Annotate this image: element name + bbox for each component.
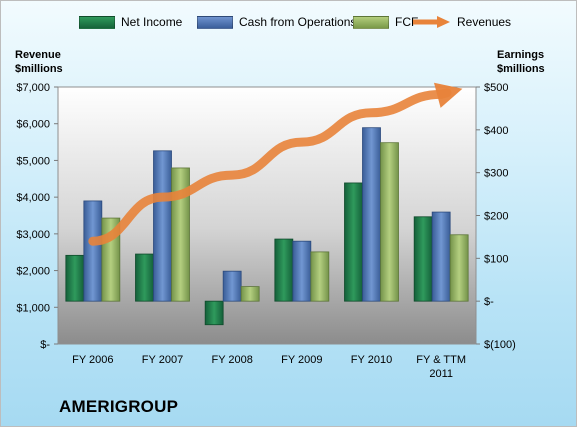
category-label: FY 2008 <box>211 354 252 366</box>
net-income-bar <box>344 182 363 302</box>
fcf-bar <box>449 234 469 302</box>
net-income-bar <box>413 216 433 302</box>
revenues-arrowhead <box>433 82 463 108</box>
fcf-bar <box>171 167 190 302</box>
category-label: FY 2006 <box>72 354 113 366</box>
right-axis-title-line-1: Earnings $millions <box>497 49 545 75</box>
chart-plot: $- $1,000 $2,000 $3,000 $4,000 $5,000 $6,000 $7… <box>16 82 516 380</box>
legend-swatch-fcf <box>353 15 389 29</box>
cash-from-operations-bar <box>362 127 381 302</box>
legend: Net Income Cash from Operations FCF Reve… <box>1 11 576 33</box>
fcf-bar <box>310 251 330 302</box>
legend-swatch-cash-from-operations <box>197 15 233 29</box>
cash-from-operations-bar <box>431 211 451 302</box>
net-income-bar <box>204 300 224 326</box>
right-axis-tick-label: $300 <box>484 168 508 180</box>
legend-label-cash-from-operations: Cash from Operations <box>239 15 357 29</box>
category-label: 2011 <box>429 368 453 380</box>
right-axis-tick-label: $200 <box>484 211 508 223</box>
right-axis-tick-label: $- <box>484 296 494 308</box>
left-axis-tick-label: $- <box>40 339 50 351</box>
legend-item-revenues: Revenues <box>411 11 511 33</box>
legend-label-net-income: Net Income <box>121 15 183 29</box>
right-axis-tick-label: $500 <box>484 82 508 94</box>
left-axis-title-line-1: Revenue $millions <box>15 49 63 75</box>
cash-from-operations-bar <box>292 240 312 302</box>
net-income-bar <box>135 253 154 302</box>
left-axis-tick-label: $1,000 <box>16 302 50 314</box>
net-income-bar <box>274 238 294 302</box>
plot-area <box>57 86 477 345</box>
category-label: FY 2007 <box>142 354 183 366</box>
legend-label-revenues: Revenues <box>457 15 512 29</box>
legend-item-fcf: FCF <box>353 11 418 33</box>
left-axis-tick-label: $2,000 <box>16 266 50 278</box>
category-label: FY & TTM <box>416 354 466 366</box>
legend-swatch-net-income <box>79 15 115 29</box>
left-axis-tick-label: $4,000 <box>16 192 50 204</box>
left-axis-title: Revenue $millions <box>15 48 63 76</box>
right-axis-tick-label: $400 <box>484 125 508 137</box>
revenues-line <box>88 88 452 246</box>
legend-item-net-income: Net Income <box>79 11 182 33</box>
left-axis-tick-label: $6,000 <box>16 119 50 131</box>
left-axis-tick-label: $5,000 <box>16 155 50 167</box>
legend-label-fcf: FCF <box>395 15 419 29</box>
left-axis-tick-label: $7,000 <box>16 82 50 94</box>
right-axis-tick-label: $(100) <box>484 339 516 351</box>
fcf-bar <box>380 142 399 302</box>
cash-from-operations-bar <box>153 150 172 302</box>
cash-from-operations-bar <box>83 200 103 302</box>
left-axis-tick-label: $3,000 <box>16 229 50 241</box>
right-axis-title: Earnings $millions <box>497 48 545 76</box>
net-income-bar <box>65 254 85 302</box>
legend-arrow-revenues <box>413 16 450 28</box>
company-name: AMERIGROUP <box>59 397 179 416</box>
category-label: FY 2010 <box>351 354 392 366</box>
legend-item-cash-from-operations: Cash from Operations <box>197 11 356 33</box>
fcf-bar <box>240 286 260 302</box>
cash-from-operations-bar <box>222 270 242 302</box>
category-label: FY 2009 <box>281 354 322 366</box>
right-axis-tick-label: $100 <box>484 253 508 265</box>
